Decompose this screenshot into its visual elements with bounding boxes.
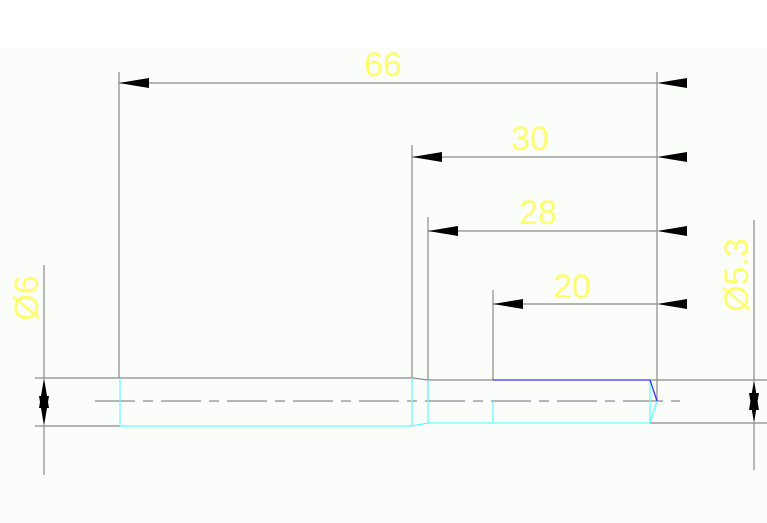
dimension-label: 20 [553,268,591,306]
extension-lines [35,72,767,427]
dimension-diameter-right: Ø5.3 [718,220,759,470]
dimension-28: 28 [428,194,687,236]
dimension-diameter-left: Ø6 [8,265,49,475]
highlighted-thread-edge [493,379,658,402]
dimension-label: 30 [511,120,549,158]
shaft-outline [119,378,658,427]
dimension-label: 28 [519,194,557,232]
dimension-66: 66 [119,46,687,88]
dimension-20: 20 [493,268,687,309]
drawing-area [0,47,767,523]
dimension-30: 30 [412,120,687,162]
dimension-label: Ø5.3 [718,238,756,312]
dimension-label: Ø6 [8,275,46,320]
dimension-label: 66 [364,46,402,84]
